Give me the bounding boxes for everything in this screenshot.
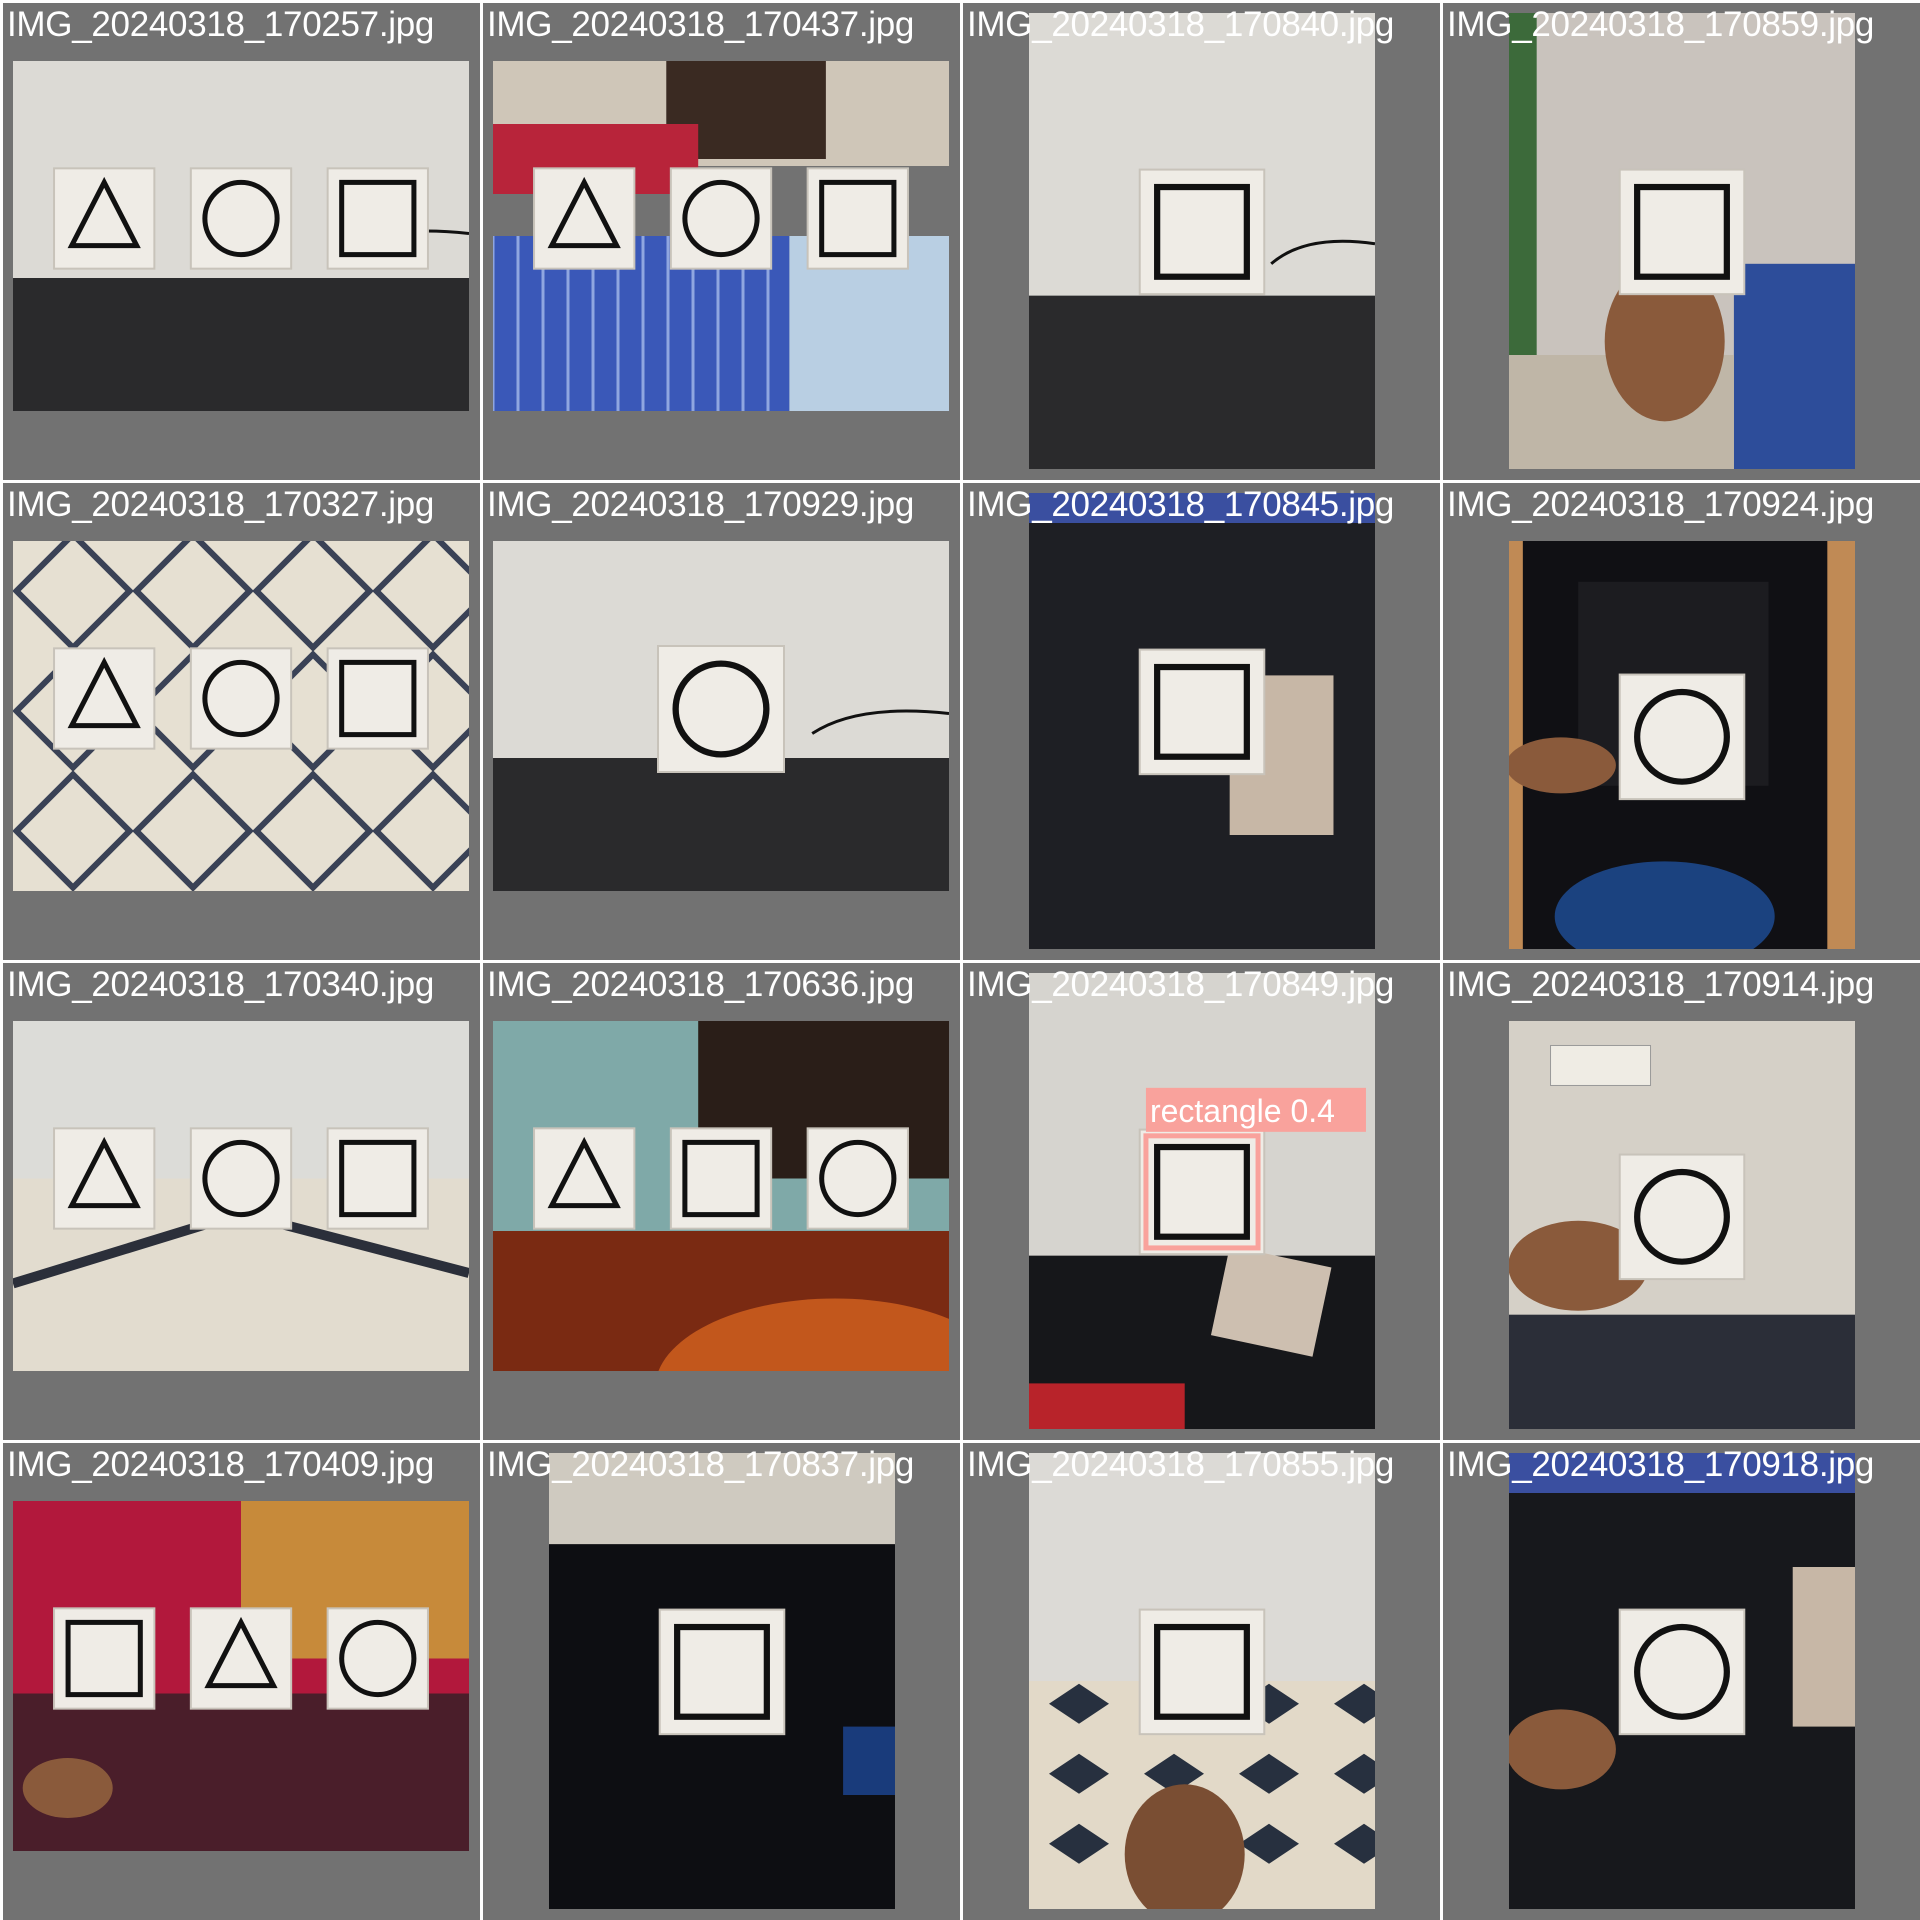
square-card — [1138, 648, 1266, 776]
image-filename: IMG_20240318_170409.jpg — [7, 1445, 435, 1484]
detection-label: rectangle 0.4 — [1150, 1093, 1335, 1129]
grid-cell: IMG_20240318_170437.jpg — [483, 3, 960, 480]
grid-cell: IMG_20240318_170409.jpg — [3, 1443, 480, 1920]
detection-label-bg — [1145, 1087, 1366, 1132]
image-filename: IMG_20240318_170340.jpg — [7, 965, 435, 1004]
square-card — [1138, 1608, 1266, 1736]
image-filename: IMG_20240318_170849.jpg — [967, 965, 1395, 1004]
photo-thumbnail — [1509, 1453, 1855, 1909]
photo-thumbnail — [13, 541, 469, 891]
image-filename: IMG_20240318_170855.jpg — [967, 1445, 1395, 1484]
image-filename: IMG_20240318_170918.jpg — [1447, 1445, 1875, 1484]
grid-cell: IMG_20240318_170845.jpg — [963, 483, 1440, 960]
square-card — [326, 647, 429, 750]
square-card — [53, 1607, 156, 1710]
photo-thumbnail — [549, 1453, 895, 1909]
circle-card — [669, 167, 773, 270]
grid-cell: IMG_20240318_170327.jpg — [3, 483, 480, 960]
circle-card — [189, 647, 293, 750]
photo-thumbnail — [493, 541, 949, 891]
circle-card — [189, 1127, 293, 1230]
square-card — [326, 167, 429, 270]
image-filename: IMG_20240318_170257.jpg — [7, 5, 435, 44]
triangle-card — [53, 647, 156, 750]
photo-thumbnail — [1029, 1453, 1375, 1909]
image-filename: IMG_20240318_170327.jpg — [7, 485, 435, 524]
image-filename: IMG_20240318_170924.jpg — [1447, 485, 1875, 524]
photo-thumbnail — [493, 1021, 949, 1371]
triangle-card — [53, 1127, 156, 1230]
detection-box — [1143, 1133, 1261, 1251]
triangle-card — [189, 1607, 293, 1710]
image-filename: IMG_20240318_170437.jpg — [487, 5, 915, 44]
image-filename: IMG_20240318_170929.jpg — [487, 485, 915, 524]
square-card — [1138, 168, 1266, 296]
grid-cell: IMG_20240318_170924.jpg — [1443, 483, 1920, 960]
circle-card — [189, 167, 293, 270]
circle-card — [326, 1607, 429, 1710]
square-card — [1138, 1128, 1266, 1256]
square-card — [669, 1127, 773, 1230]
photo-thumbnail — [1029, 493, 1375, 949]
image-filename: IMG_20240318_170914.jpg — [1447, 965, 1875, 1004]
grid-cell: IMG_20240318_170855.jpg — [963, 1443, 1440, 1920]
photo-thumbnail — [13, 1501, 469, 1851]
image-filename: IMG_20240318_170636.jpg — [487, 965, 915, 1004]
grid-cell: IMG_20240318_170257.jpg — [3, 3, 480, 480]
grid-cell: IMG_20240318_170837.jpg — [483, 1443, 960, 1920]
photo-thumbnail — [1509, 541, 1855, 949]
grid-cell: IMG_20240318_170929.jpg — [483, 483, 960, 960]
square-card — [326, 1127, 429, 1230]
grid-cell: IMG_20240318_170840.jpg — [963, 3, 1440, 480]
square-card — [806, 167, 909, 270]
image-filename: IMG_20240318_170859.jpg — [1447, 5, 1875, 44]
image-filename: IMG_20240318_170840.jpg — [967, 5, 1395, 44]
grid-cell: IMG_20240318_170636.jpg — [483, 963, 960, 1440]
triangle-card — [53, 167, 156, 270]
circle-card — [1618, 1608, 1746, 1736]
circle-card — [1618, 673, 1746, 801]
square-card — [658, 1608, 786, 1736]
triangle-card — [533, 167, 636, 270]
image-filename: IMG_20240318_170837.jpg — [487, 1445, 915, 1484]
circle-card — [1618, 1153, 1746, 1281]
photo-thumbnail — [493, 61, 949, 411]
grid-cell: IMG_20240318_170918.jpg — [1443, 1443, 1920, 1920]
grid-cell: IMG_20240318_170859.jpg — [1443, 3, 1920, 480]
grid-cell: IMG_20240318_170340.jpg — [3, 963, 480, 1440]
triangle-card — [533, 1127, 636, 1230]
photo-thumbnail — [1029, 13, 1375, 469]
photo-thumbnail — [13, 1021, 469, 1371]
photo-thumbnail: rectangle 0.4 — [1029, 973, 1375, 1429]
grid-cell: rectangle 0.4 IMG_20240318_170849.jpg — [963, 963, 1440, 1440]
photo-thumbnail — [1509, 13, 1855, 469]
photo-thumbnail — [1509, 1021, 1855, 1429]
photo-thumbnail — [13, 61, 469, 411]
grid-cell: IMG_20240318_170914.jpg — [1443, 963, 1920, 1440]
image-filename: IMG_20240318_170845.jpg — [967, 485, 1395, 524]
circle-card — [657, 645, 785, 773]
circle-card — [806, 1127, 909, 1230]
square-card — [1618, 168, 1746, 296]
